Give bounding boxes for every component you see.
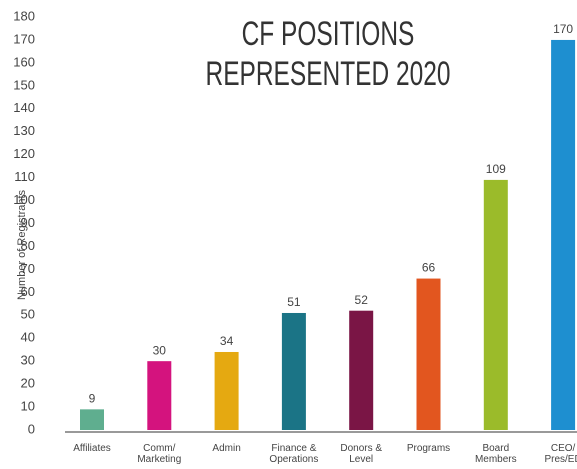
- x-tick-label: Comm/ Marketing: [137, 443, 182, 465]
- x-tick-label: CEO/ Pres/ED: [544, 443, 577, 465]
- chart-title: CF POSITIONS REPRESENTED 2020: [205, 15, 451, 93]
- bar: [147, 361, 172, 430]
- y-axis-label: Number of Registrants: [16, 189, 28, 300]
- x-tick-label: Programs: [406, 443, 451, 454]
- y-tick-label: 30: [21, 353, 35, 368]
- y-tick-label: 40: [21, 330, 35, 345]
- y-tick-label: 120: [13, 146, 35, 161]
- bar: [214, 351, 239, 430]
- value-label: 9: [89, 392, 96, 406]
- value-label: 170: [553, 22, 573, 36]
- y-tick-label: 130: [13, 123, 35, 138]
- y-tick-label: 20: [21, 376, 35, 391]
- bar: [80, 409, 104, 430]
- y-tick-label: 140: [13, 100, 35, 115]
- bar: [551, 39, 576, 430]
- bar: [416, 278, 441, 430]
- y-tick-label: 100: [13, 192, 35, 207]
- y-tick-label: 10: [21, 398, 35, 413]
- x-tick-label: Board Members: [474, 443, 517, 465]
- y-tick-label: 60: [21, 284, 35, 299]
- y-tick-label: 150: [13, 77, 35, 92]
- x-tick-label: Finance & Operations: [269, 443, 319, 465]
- x-tick-label: Donors & Level: [340, 443, 383, 465]
- value-label: 66: [422, 261, 436, 275]
- bar: [483, 179, 508, 430]
- y-tick-label: 70: [21, 261, 35, 276]
- bar: [281, 312, 306, 430]
- y-tick-label: 160: [13, 54, 35, 69]
- y-tick-label: 50: [21, 307, 35, 322]
- value-label: 34: [220, 334, 234, 348]
- x-tick-label: Admin: [212, 443, 241, 454]
- value-label: 30: [153, 343, 167, 357]
- y-tick-label: 0: [28, 421, 35, 436]
- value-label: 51: [287, 295, 301, 309]
- y-tick-label: 170: [13, 31, 35, 46]
- y-tick-label: 80: [21, 238, 35, 253]
- value-label: 52: [355, 293, 369, 307]
- y-tick-label: 90: [21, 215, 35, 230]
- y-tick-label: 180: [13, 8, 35, 23]
- y-tick-label: 110: [14, 169, 35, 184]
- value-label: 109: [486, 162, 506, 176]
- bar: [349, 310, 374, 430]
- x-tick-label: Affiliates: [73, 443, 111, 454]
